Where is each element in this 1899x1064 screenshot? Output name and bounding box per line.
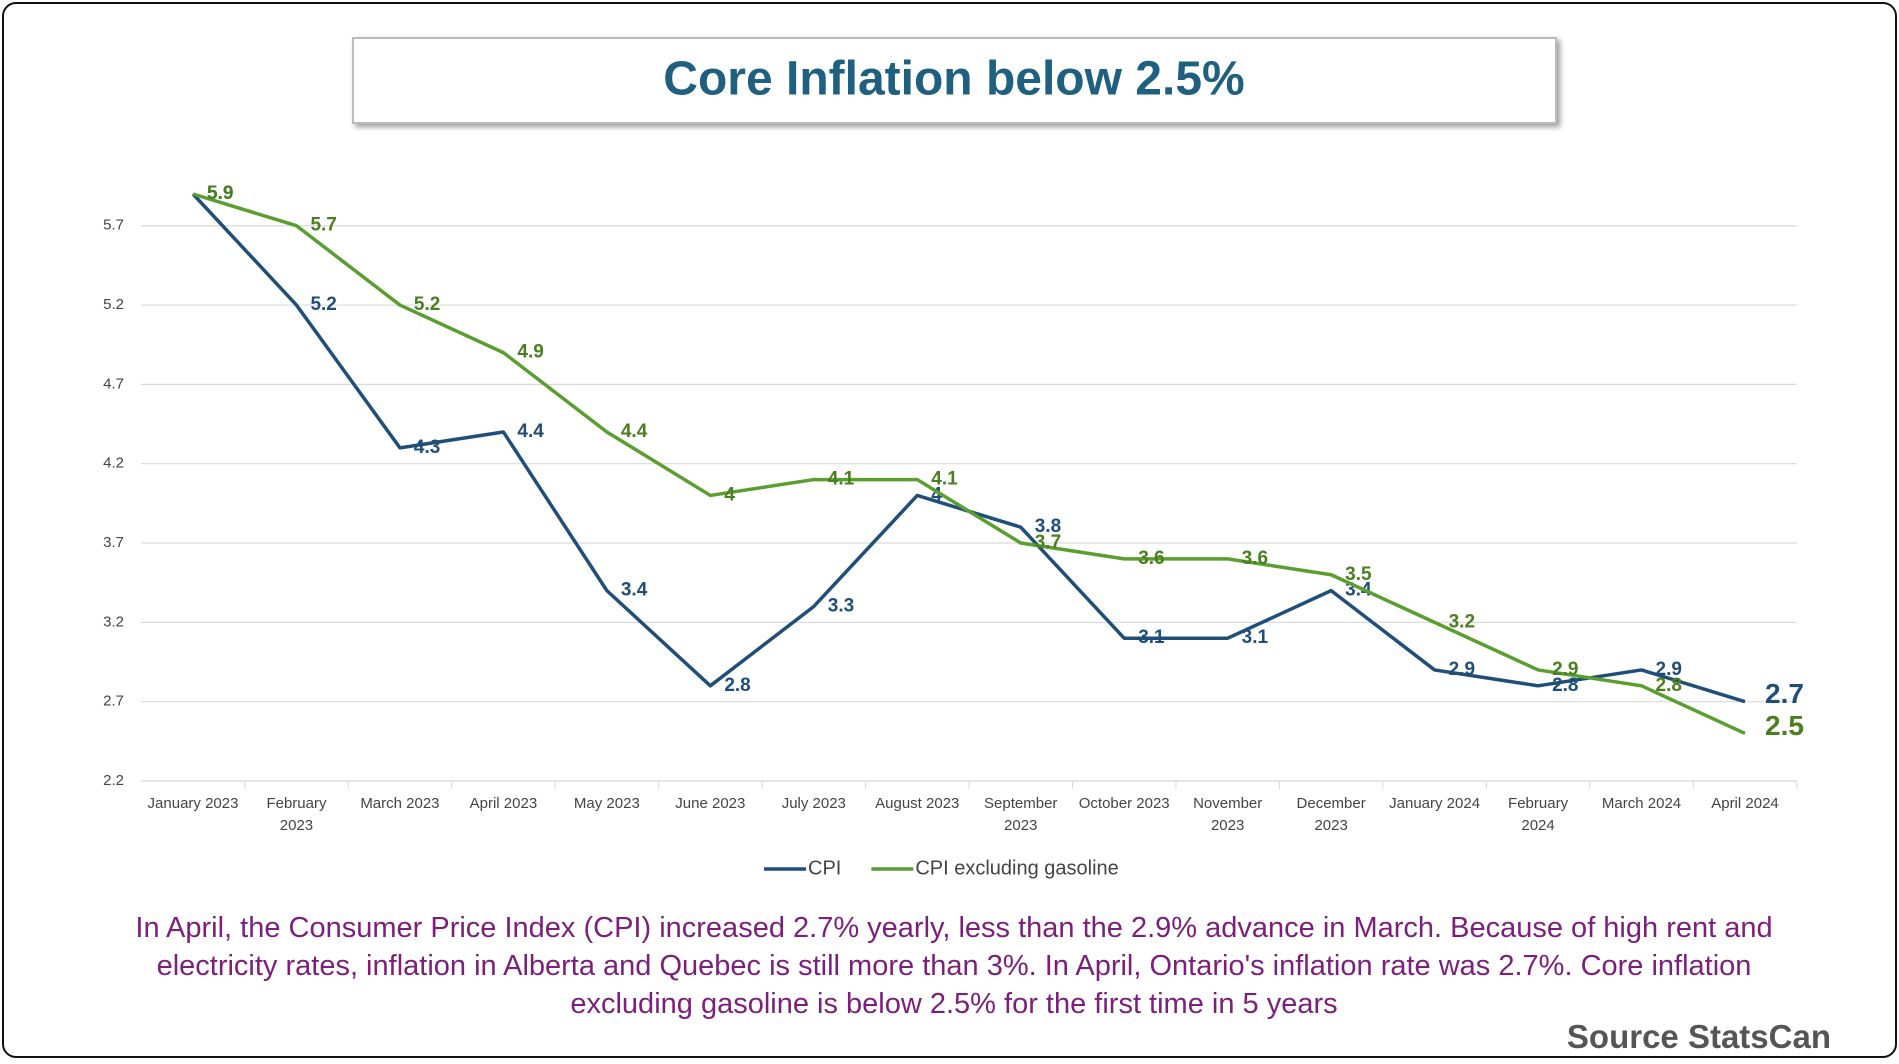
x-tick-label: November 2023 [1193, 795, 1262, 834]
x-tick-label: June 2023 [675, 795, 745, 812]
data-label: 4.1 [931, 469, 958, 490]
x-tick-label: January 2023 [148, 795, 239, 812]
y-tick-label: 2.2 [103, 772, 124, 789]
data-label: 3.3 [828, 596, 854, 617]
data-label: 3.1 [1242, 627, 1269, 648]
data-label: 2.9 [1552, 659, 1578, 680]
data-label: 4.4 [621, 421, 648, 442]
y-tick-label: 4.2 [103, 455, 124, 472]
x-tick-label: March 2024 [1602, 795, 1681, 812]
legend-label: CPI [808, 857, 841, 879]
y-tick-label: 4.7 [103, 375, 124, 392]
x-tick-label: April 2024 [1711, 795, 1779, 812]
data-label: 2.8 [1656, 675, 1682, 696]
data-label: 3.6 [1138, 548, 1164, 569]
x-tick-label-line: 2024 [1521, 817, 1554, 834]
data-label: 2.9 [1449, 659, 1475, 680]
data-label: 3.2 [1449, 611, 1475, 632]
data-label: 4.3 [414, 437, 440, 458]
x-tick-label: January 2024 [1389, 795, 1480, 812]
x-tick-label-line: September [984, 795, 1057, 812]
x-tick-label: April 2023 [470, 795, 538, 812]
source: Source StatsCan [1566, 1018, 1831, 1055]
x-tick-label-line: 2023 [1314, 817, 1347, 834]
x-tick-label: March 2023 [360, 795, 439, 812]
data-label: 4.9 [517, 342, 543, 363]
data-label: 2.5 [1765, 710, 1804, 741]
data-label: 2.7 [1765, 678, 1804, 709]
x-tick-label: September 2023 [984, 795, 1057, 834]
title-box [352, 37, 1557, 124]
data-label: 4.4 [517, 421, 544, 442]
x-tick-label-line: 2023 [1211, 817, 1244, 834]
legend-label: CPI excluding gasoline [915, 857, 1118, 879]
caption-line: electricity rates, inflation in Alberta … [156, 950, 1752, 982]
x-tick-label-line: November [1193, 795, 1262, 812]
data-label: 2.8 [1552, 675, 1578, 696]
data-label: 3.5 [1345, 564, 1372, 585]
data-label: 5.7 [310, 215, 336, 236]
data-label: 3.8 [1035, 516, 1061, 537]
x-tick-label-line: February [1508, 795, 1569, 812]
caption-line: excluding gasoline is below 2.5% for the… [570, 988, 1338, 1020]
x-tick-label-line: 2023 [280, 817, 313, 834]
series-line [192, 192, 1746, 735]
data-label: 5.2 [310, 294, 336, 315]
x-tick-label: May 2023 [574, 795, 640, 812]
x-tick-label-line: 2023 [1004, 817, 1037, 834]
data-label: 2.9 [1656, 659, 1682, 680]
data-label: 5.2 [414, 294, 440, 315]
y-tick-label: 2.7 [103, 693, 124, 710]
data-label: 3.4 [621, 580, 648, 601]
y-tick-label: 5.7 [103, 217, 124, 234]
data-label: 4 [931, 484, 942, 505]
data-label: 3.1 [1138, 627, 1165, 648]
x-tick-label: July 2023 [782, 795, 846, 812]
x-tick-label-line: February [266, 795, 327, 812]
data-label: 3.6 [1242, 548, 1268, 569]
data-label: 4.1 [828, 469, 855, 490]
y-tick-label: 3.2 [103, 613, 124, 630]
x-tick-label: February 2023 [266, 795, 327, 834]
data-label: 2.8 [724, 675, 750, 696]
x-tick-label: December 2023 [1297, 795, 1366, 834]
data-label: 3.7 [1035, 532, 1061, 553]
chart: Core Inflation below 2.5% 2.2 2.7 3.2 3.7 4.… [103, 37, 1804, 879]
y-tick-label: 3.7 [103, 534, 124, 551]
data-label: 5.9 [207, 183, 233, 204]
chart-title: Core Inflation below 2.5% [663, 53, 1244, 106]
x-tick-label: October 2023 [1079, 795, 1170, 812]
x-tick-label-line: December [1297, 795, 1366, 812]
x-tick-label: February 2024 [1508, 795, 1569, 834]
x-tick-label: August 2023 [875, 795, 959, 812]
data-label: 4 [724, 484, 735, 505]
caption-line: In April, the Consumer Price Index (CPI)… [135, 912, 1773, 944]
y-tick-label: 5.2 [103, 296, 124, 313]
caption: In April, the Consumer Price Index (CPI)… [64, 909, 1844, 1023]
